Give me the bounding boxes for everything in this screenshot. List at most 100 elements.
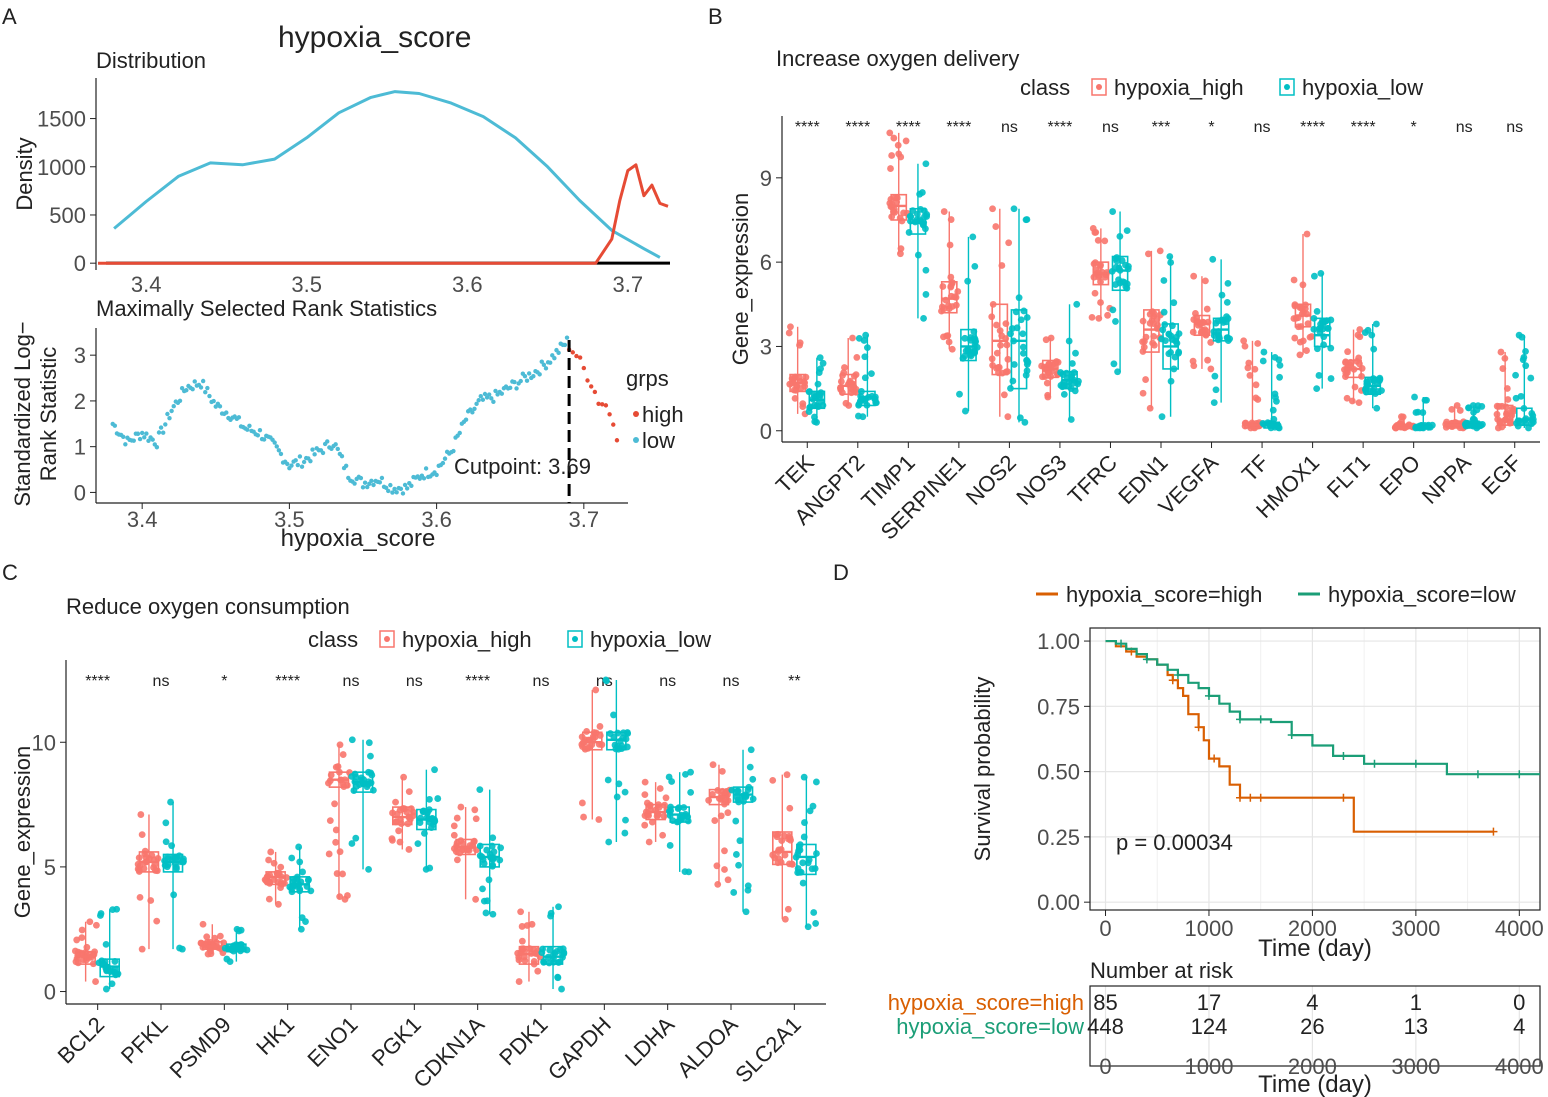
panel-c-point <box>730 889 738 896</box>
km-curve-low <box>1105 639 1540 776</box>
rank-point-high <box>614 438 620 443</box>
panel-b-point <box>961 334 969 342</box>
rank-point-low <box>499 391 505 396</box>
panel-c-point <box>431 766 438 774</box>
rank-point-low <box>272 440 277 445</box>
panel-b-point <box>918 189 926 196</box>
panel-b-significance: **** <box>1351 119 1376 136</box>
panel-b-significance: ns <box>1506 119 1523 136</box>
rank-point-low <box>514 386 519 391</box>
panel-c-point <box>138 831 146 839</box>
panel-b-point <box>1007 330 1014 338</box>
panel-c-point <box>705 796 713 804</box>
panel-c-x-tick-label: SLC2A1 <box>730 1012 806 1088</box>
panel-c-point <box>102 940 110 948</box>
panel-c-x-tick-label: PGK1 <box>367 1012 426 1071</box>
panel-c-point <box>732 851 740 858</box>
panel-c-point <box>265 895 273 903</box>
panel-b-significance: **** <box>845 119 870 136</box>
panel-c-point <box>426 795 433 803</box>
panel-b-point <box>1094 236 1102 244</box>
panel-c-point <box>555 903 562 911</box>
rank-point-low <box>522 374 528 379</box>
panel-c-x-tick-label: CDKN1A <box>408 1012 489 1093</box>
panel-b-legend-key <box>1091 78 1107 96</box>
rank-point-low <box>377 480 383 485</box>
density-y-label: Density <box>12 137 37 210</box>
rank-point-low <box>482 391 488 397</box>
panel-b-legend-key <box>1279 78 1295 96</box>
panel-b-point <box>1355 354 1363 362</box>
panel-c-point <box>400 773 407 781</box>
panel-b-point <box>1269 406 1277 414</box>
risk-row-value: 17 <box>1197 990 1221 1015</box>
panel-b-point <box>1146 404 1154 412</box>
panel-b-y-tick-label: 6 <box>760 250 772 275</box>
panel-c-point <box>621 829 629 837</box>
panel-b-point <box>1005 239 1013 247</box>
panel-b-point <box>1313 308 1321 315</box>
panel-b-point <box>853 354 861 361</box>
panel-b-point <box>993 349 1001 357</box>
rank-point-low <box>474 401 479 407</box>
panel-b-point <box>1142 376 1150 383</box>
panel-b-point <box>1303 230 1311 238</box>
panel-c-point <box>554 974 562 982</box>
panel-c-point <box>724 876 732 884</box>
rank-point-low <box>371 482 376 488</box>
rank-point-low <box>491 399 496 405</box>
rank-point-high <box>600 402 605 407</box>
km-censor-mark <box>1339 751 1348 760</box>
panel-b-point <box>1000 391 1008 399</box>
panel-c-point <box>812 778 820 786</box>
panel-c-point <box>288 854 296 862</box>
panel-c-point <box>734 787 742 795</box>
panel-b-point <box>1023 216 1031 223</box>
panel-b-point <box>1522 362 1530 370</box>
panel-c-x-tick-label: ENO1 <box>302 1012 362 1072</box>
rank-point-low <box>531 374 536 379</box>
rank-point-low <box>512 379 517 385</box>
panel-c-point <box>799 859 807 867</box>
panel-c-point <box>167 798 174 806</box>
risk-row-value: 85 <box>1093 990 1117 1015</box>
km-censor-mark <box>1489 827 1498 836</box>
panel-b-point <box>1259 357 1267 365</box>
km-y-tick-label: 0.00 <box>1037 890 1080 915</box>
risk-row-value: 0 <box>1513 990 1525 1015</box>
panel-c-point <box>472 815 480 823</box>
rank-point-low <box>451 448 456 454</box>
rank-point-low <box>398 486 404 492</box>
km-legend-label: hypoxia_score=high <box>1066 582 1262 607</box>
rank-point-low <box>552 356 557 361</box>
rank-point-low <box>156 430 162 435</box>
rank-point-low <box>154 445 160 450</box>
panel-b-box <box>940 281 958 314</box>
panel-b-point <box>1364 326 1372 334</box>
rank-point-low <box>169 408 174 414</box>
panel-a-letter: A <box>2 4 17 29</box>
rank-point-low <box>383 485 389 490</box>
panel-c-point <box>656 785 664 792</box>
panel-c-point <box>622 816 629 824</box>
panel-b-point <box>1171 353 1179 361</box>
panel-c-point <box>665 773 673 781</box>
panel-b-significance: ns <box>1456 119 1473 136</box>
panel-c-point <box>348 840 356 847</box>
rank-point-low <box>137 436 143 442</box>
panel-c-significance: * <box>221 673 227 690</box>
panel-b-x-tick-label: EGF <box>1477 450 1527 500</box>
panel-b-x-tick-label: TF <box>1237 450 1274 487</box>
panel-b-significance: **** <box>1300 119 1325 136</box>
panel-b-point <box>796 339 804 347</box>
panel-c-point <box>73 936 81 944</box>
grps-legend-title: grps <box>626 366 669 391</box>
rank-subtitle: Maximally Selected Rank Statistics <box>96 296 437 321</box>
panel-c-box <box>99 958 120 978</box>
rank-point-low <box>121 434 126 439</box>
rank-point-low <box>335 446 340 452</box>
rank-point-low <box>362 480 368 485</box>
panel-c-point <box>199 920 207 928</box>
panel-b-box <box>1313 317 1331 348</box>
panel-c-point <box>595 816 603 823</box>
